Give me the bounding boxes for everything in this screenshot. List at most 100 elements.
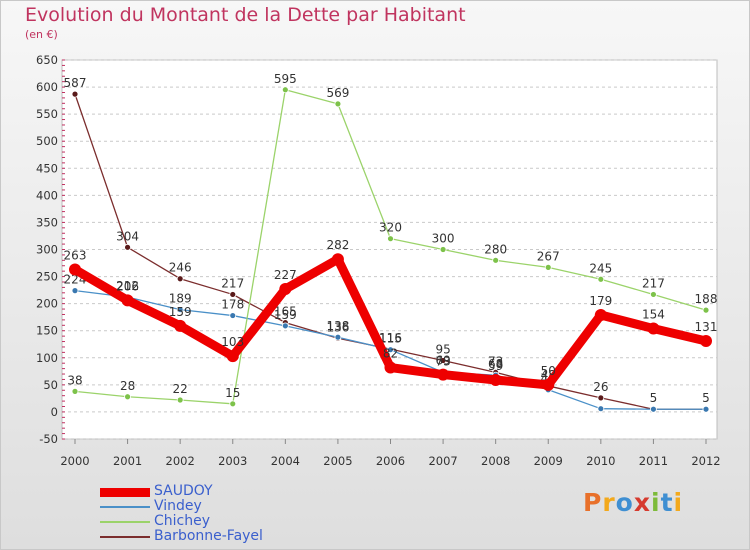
y-tick-label: 400 (36, 188, 58, 202)
data-point (124, 243, 131, 251)
data-label: 227 (274, 268, 297, 282)
x-tick-label: 2003 (218, 454, 247, 468)
data-label: 15 (225, 386, 240, 400)
y-tick-label: 250 (36, 270, 58, 284)
data-label: 50 (541, 364, 556, 378)
data-label: 5 (702, 391, 710, 405)
x-tick-label: 2004 (271, 454, 300, 468)
data-point (437, 368, 450, 381)
proxiti-logo: Proxiti (583, 488, 683, 517)
data-label: 304 (116, 229, 139, 243)
data-label: 115 (379, 332, 402, 346)
data-label: 138 (326, 319, 349, 333)
data-point (176, 275, 184, 283)
y-tick-label: 550 (36, 107, 58, 121)
data-label: 587 (64, 76, 87, 90)
legend-swatch (100, 521, 150, 523)
logo-letter: t (660, 488, 674, 517)
data-point (544, 263, 552, 271)
logo-letter: r (602, 488, 616, 517)
data-point (384, 361, 397, 374)
data-label: 159 (169, 305, 192, 319)
data-point (71, 387, 79, 395)
data-label: 212 (116, 279, 139, 293)
data-label: 22 (173, 382, 188, 396)
data-point (597, 394, 605, 402)
data-label: 26 (593, 380, 608, 394)
data-label: 246 (169, 261, 192, 275)
data-point (334, 100, 342, 108)
data-label: 267 (537, 249, 560, 263)
data-point (594, 309, 607, 322)
data-label: 178 (221, 298, 244, 312)
data-label: 569 (326, 86, 349, 100)
x-tick-label: 2005 (323, 454, 352, 468)
data-label: 5 (650, 391, 658, 405)
x-tick-label: 2007 (428, 454, 457, 468)
data-label: 189 (169, 292, 192, 306)
logo-letter: i (651, 488, 661, 517)
data-label: 82 (383, 347, 398, 361)
logo-letter: i (673, 488, 684, 517)
data-label: 300 (432, 232, 455, 246)
data-label: 154 (642, 308, 665, 322)
x-tick-label: 2011 (639, 454, 668, 468)
x-tick-label: 2009 (534, 454, 563, 468)
data-label: 69 (435, 354, 450, 368)
data-label: 136 (326, 320, 349, 334)
legend-swatch (100, 506, 150, 508)
chart-subtitle: (en €) (25, 28, 58, 41)
data-point (542, 378, 555, 391)
legend-swatch (100, 536, 150, 538)
x-tick-label: 2012 (691, 454, 720, 468)
data-label: 245 (589, 261, 612, 275)
data-point (650, 405, 657, 413)
data-label: 68 (488, 357, 503, 371)
data-point (331, 253, 344, 266)
data-point (124, 393, 131, 401)
data-label: 73 (488, 354, 503, 368)
y-tick-label: 200 (36, 297, 58, 311)
x-tick-label: 2010 (586, 454, 615, 468)
data-label: 282 (326, 238, 349, 252)
data-point (647, 322, 660, 335)
y-tick-label: 150 (36, 324, 58, 338)
data-point (229, 291, 237, 298)
legend-label: Vindey (154, 498, 202, 514)
data-point (597, 275, 605, 283)
data-point (387, 235, 394, 243)
data-point (334, 333, 342, 341)
data-point (492, 256, 500, 264)
data-point (121, 294, 134, 307)
data-point (71, 287, 79, 295)
data-label: 206 (116, 279, 139, 293)
data-point (650, 291, 657, 298)
x-tick-label: 2002 (166, 454, 195, 468)
y-tick-label: 350 (36, 215, 58, 229)
data-label: 595 (274, 72, 297, 86)
y-tick-label: 450 (36, 161, 58, 175)
data-label: 320 (379, 221, 402, 235)
data-label: 103 (221, 335, 244, 349)
data-label: 217 (642, 276, 665, 290)
x-tick-label: 2006 (376, 454, 405, 468)
legend-swatch (100, 487, 150, 497)
data-point (439, 246, 447, 253)
data-label: 95 (435, 342, 450, 356)
data-label: 159 (274, 308, 297, 322)
data-point (700, 335, 712, 348)
y-tick-label: 0 (51, 405, 58, 419)
y-tick-label: 500 (36, 134, 58, 148)
data-label: 59 (488, 359, 503, 373)
logo-letter: x (633, 488, 651, 517)
data-point (597, 405, 605, 413)
data-label: 263 (64, 249, 87, 263)
x-tick-label: 2001 (113, 454, 142, 468)
data-point (69, 263, 81, 276)
data-label: 28 (120, 379, 135, 393)
data-label: 73 (435, 354, 450, 368)
data-point (279, 283, 292, 296)
data-label: 38 (67, 373, 82, 387)
data-label: 131 (695, 320, 718, 334)
